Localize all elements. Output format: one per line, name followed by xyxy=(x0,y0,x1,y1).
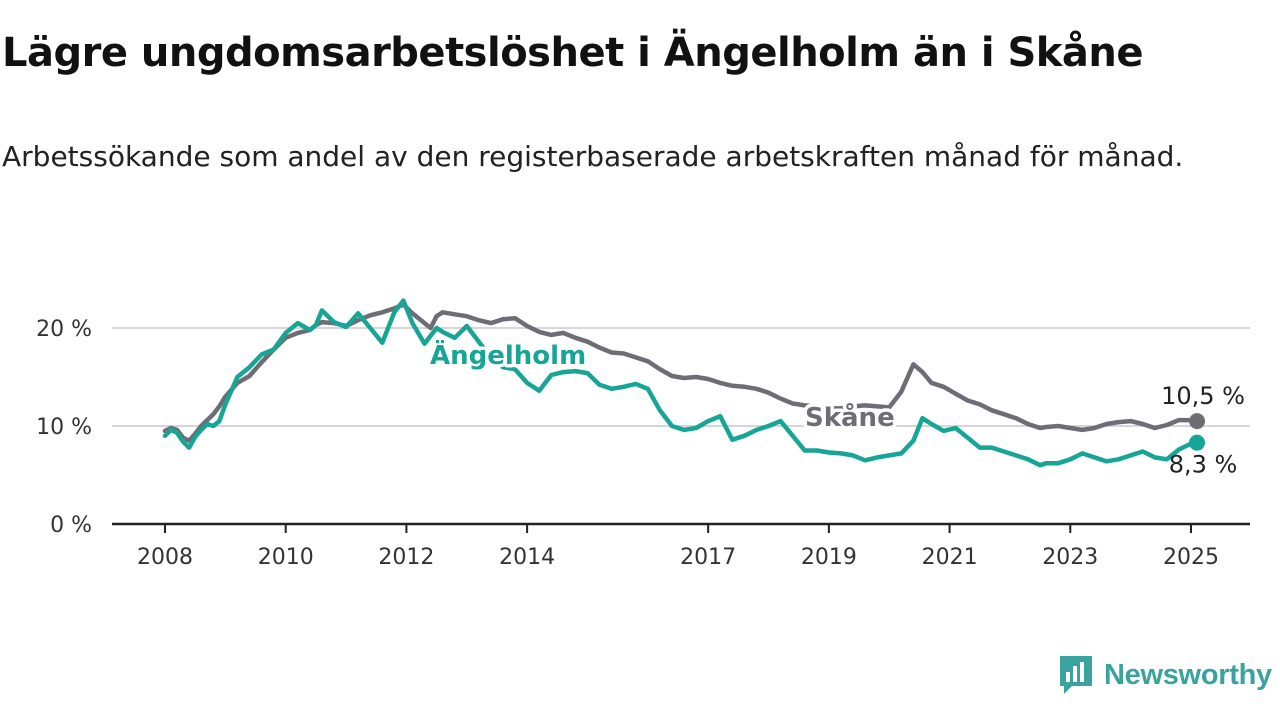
series-lines xyxy=(162,298,1206,468)
series-labels: 10,5 % 8,3 % Skåne Ängelholm xyxy=(427,336,1245,479)
series-line-angelholm xyxy=(162,298,1200,468)
x-axis: 2008 2010 2012 2014 2017 2019 2021 2023 2025 xyxy=(112,522,1250,570)
end-point-angelholm xyxy=(1189,434,1206,451)
y-tick-label: 0 % xyxy=(50,513,92,538)
x-tick-label: 2023 xyxy=(1042,545,1098,570)
end-value-label-skane: 10,5 % xyxy=(1161,382,1245,410)
x-tick-label: 2008 xyxy=(137,545,193,570)
x-tick-label: 2025 xyxy=(1163,545,1219,570)
x-tick-label: 2017 xyxy=(680,545,736,570)
x-tick-label: 2010 xyxy=(258,545,314,570)
x-tick-label: 2019 xyxy=(801,545,857,570)
x-tick-label: 2014 xyxy=(499,545,555,570)
end-value-label-angelholm: 8,3 % xyxy=(1169,451,1238,479)
end-point-skane xyxy=(1189,413,1206,430)
y-axis-ticks: 0 % 10 % 20 % xyxy=(36,317,92,538)
x-tick-label: 2021 xyxy=(922,545,978,570)
series-line-skane xyxy=(162,302,1200,443)
newsworthy-logo-icon xyxy=(1060,656,1092,694)
brand-name: Newsworthy xyxy=(1104,658,1272,691)
chart-subtitle: Arbetssökande som andel av den registerb… xyxy=(2,140,1184,173)
y-tick-label: 10 % xyxy=(36,415,92,440)
chart-title: Lägre ungdomsarbetslöshet i Ängelholm än… xyxy=(2,30,1144,76)
brand-logo: Newsworthy xyxy=(1058,654,1272,696)
x-tick-label: 2012 xyxy=(378,545,434,570)
y-tick-label: 20 % xyxy=(36,317,92,342)
series-name-label-skane: Skåne xyxy=(805,401,895,433)
series-name-label-angelholm: Ängelholm xyxy=(430,339,586,371)
